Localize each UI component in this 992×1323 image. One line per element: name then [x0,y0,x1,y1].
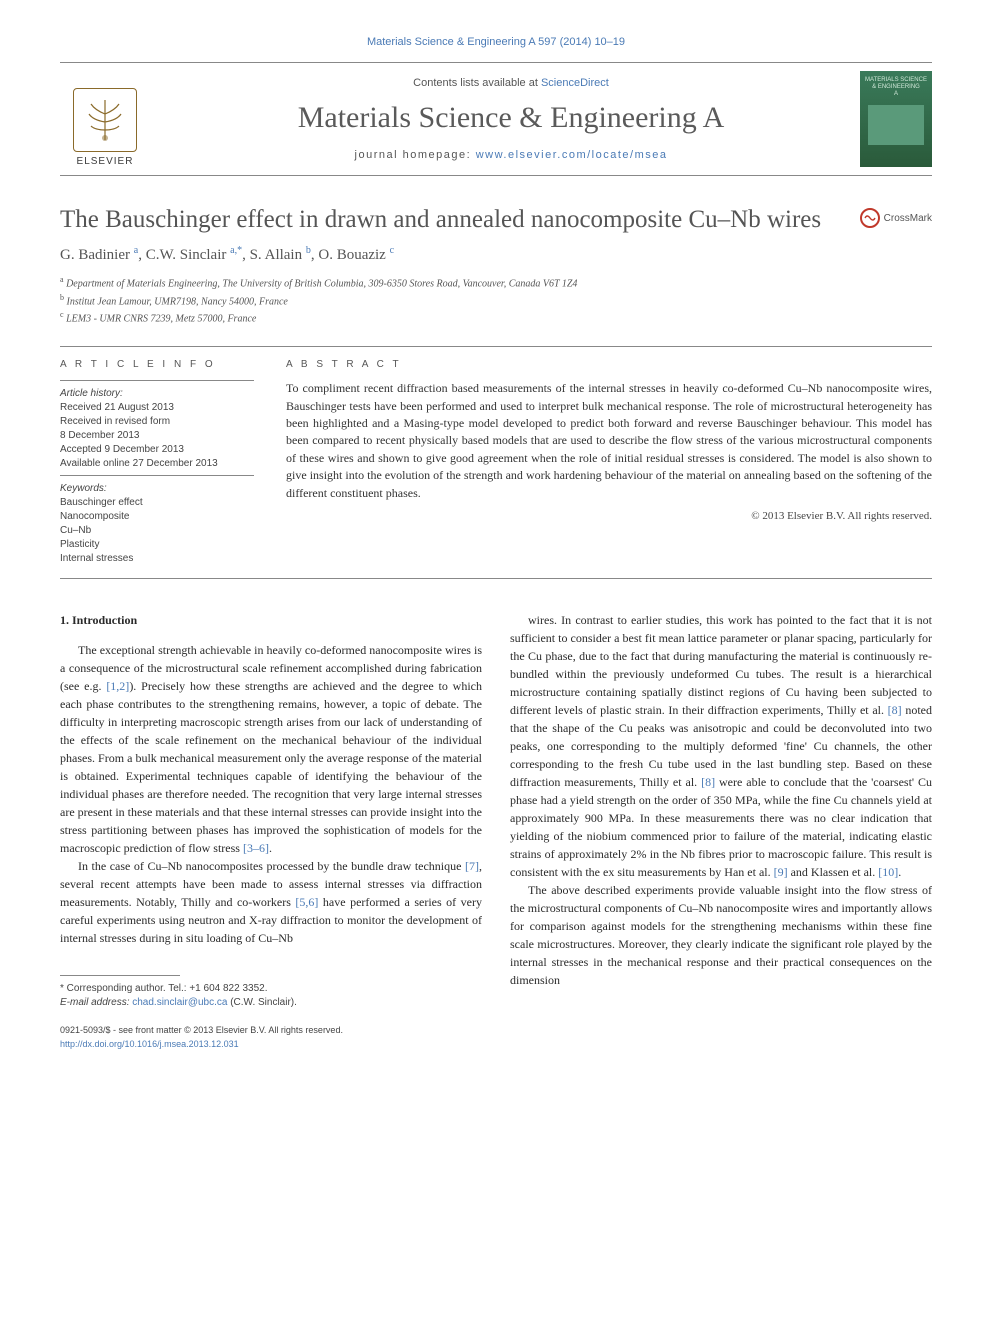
issn-text: 0921-5093/$ - see front matter © 2013 El… [60,1024,482,1038]
authors: G. Badinier a, C.W. Sinclair a,*, S. All… [60,245,932,264]
footnote-separator [60,975,180,976]
article-info-heading: A R T I C L E I N F O [60,359,254,370]
abstract-copyright: © 2013 Elsevier B.V. All rights reserved… [286,510,932,522]
abstract-heading: A B S T R A C T [286,359,932,370]
history-label: Article history: [60,387,254,401]
author-email[interactable]: chad.sinclair@ubc.ca [132,997,227,1008]
article-title: The Bauschinger effect in drawn and anne… [60,204,826,235]
affiliation-line: b Institut Jean Lamour, UMR7198, Nancy 5… [60,292,932,309]
affiliations: a Department of Materials Engineering, T… [60,274,932,326]
homepage-link[interactable]: www.elsevier.com/locate/msea [476,149,668,161]
history-line: 8 December 2013 [60,429,254,443]
header-center: Contents lists available at ScienceDirec… [162,77,860,161]
cover-subtitle: A [894,91,898,98]
sciencedirect-link[interactable]: ScienceDirect [541,77,609,89]
email-who: (C.W. Sinclair). [227,997,296,1008]
homepage-line: journal homepage: www.elsevier.com/locat… [162,149,860,161]
info-rule [60,380,254,381]
footnotes: * Corresponding author. Tel.: +1 604 822… [60,982,482,1010]
title-row: The Bauschinger effect in drawn and anne… [60,204,932,235]
keyword-line: Cu–Nb [60,524,254,538]
crossmark-label: CrossMark [884,213,932,224]
keywords-label: Keywords: [60,482,254,496]
issn-line: 0921-5093/$ - see front matter © 2013 El… [60,1024,482,1051]
info-rule-2 [60,475,254,476]
publisher-logo[interactable]: ELSEVIER [60,71,150,167]
top-citation-link[interactable]: Materials Science & Engineering A 597 (2… [60,36,932,48]
body-paragraph: The above described experiments provide … [510,881,932,989]
keyword-lines: Bauschinger effectNanocompositeCu–NbPlas… [60,496,254,566]
journal-cover-thumbnail[interactable]: MATERIALS SCIENCE & ENGINEERING A [860,71,932,167]
history-line: Available online 27 December 2013 [60,457,254,471]
keyword-line: Internal stresses [60,552,254,566]
email-label: E-mail address: [60,997,132,1008]
keyword-line: Plasticity [60,538,254,552]
page: Materials Science & Engineering A 597 (2… [0,0,992,1091]
body-columns: 1. Introduction The exceptional strength… [60,611,932,1051]
abstract-block: A B S T R A C T To compliment recent dif… [270,347,932,578]
column-right: wires. In contrast to earlier studies, t… [510,611,932,1051]
email-line: E-mail address: chad.sinclair@ubc.ca (C.… [60,996,482,1010]
elsevier-tree-icon [73,88,137,152]
body-paragraph: wires. In contrast to earlier studies, t… [510,611,932,881]
corresponding-author: * Corresponding author. Tel.: +1 604 822… [60,982,482,996]
history-lines: Received 21 August 2013Received in revis… [60,401,254,471]
history-line: Received in revised form [60,415,254,429]
column-left: 1. Introduction The exceptional strength… [60,611,482,1051]
affiliation-line: c LEM3 - UMR CNRS 7239, Metz 57000, Fran… [60,309,932,326]
info-abstract-row: A R T I C L E I N F O Article history: R… [60,346,932,579]
abstract-text: To compliment recent diffraction based m… [286,380,932,502]
contents-prefix: Contents lists available at [413,77,541,89]
affiliation-line: a Department of Materials Engineering, T… [60,274,932,291]
keyword-line: Bauschinger effect [60,496,254,510]
body-paragraph: In the case of Cu–Nb nanocomposites proc… [60,857,482,947]
journal-name: Materials Science & Engineering A [162,101,860,135]
contents-line: Contents lists available at ScienceDirec… [162,77,860,89]
history-line: Accepted 9 December 2013 [60,443,254,457]
cover-image-placeholder [868,105,924,145]
section-heading-intro: 1. Introduction [60,611,482,629]
article-info: A R T I C L E I N F O Article history: R… [60,347,270,578]
homepage-prefix: journal homepage: [355,149,476,161]
crossmark-badge[interactable]: CrossMark [842,208,932,228]
journal-header: ELSEVIER Contents lists available at Sci… [60,62,932,176]
keyword-line: Nanocomposite [60,510,254,524]
body-paragraph: The exceptional strength achievable in h… [60,641,482,857]
publisher-name: ELSEVIER [77,156,134,167]
history-line: Received 21 August 2013 [60,401,254,415]
doi-link[interactable]: http://dx.doi.org/10.1016/j.msea.2013.12… [60,1038,482,1052]
cover-title: MATERIALS SCIENCE & ENGINEERING [864,77,928,91]
crossmark-icon [860,208,880,228]
